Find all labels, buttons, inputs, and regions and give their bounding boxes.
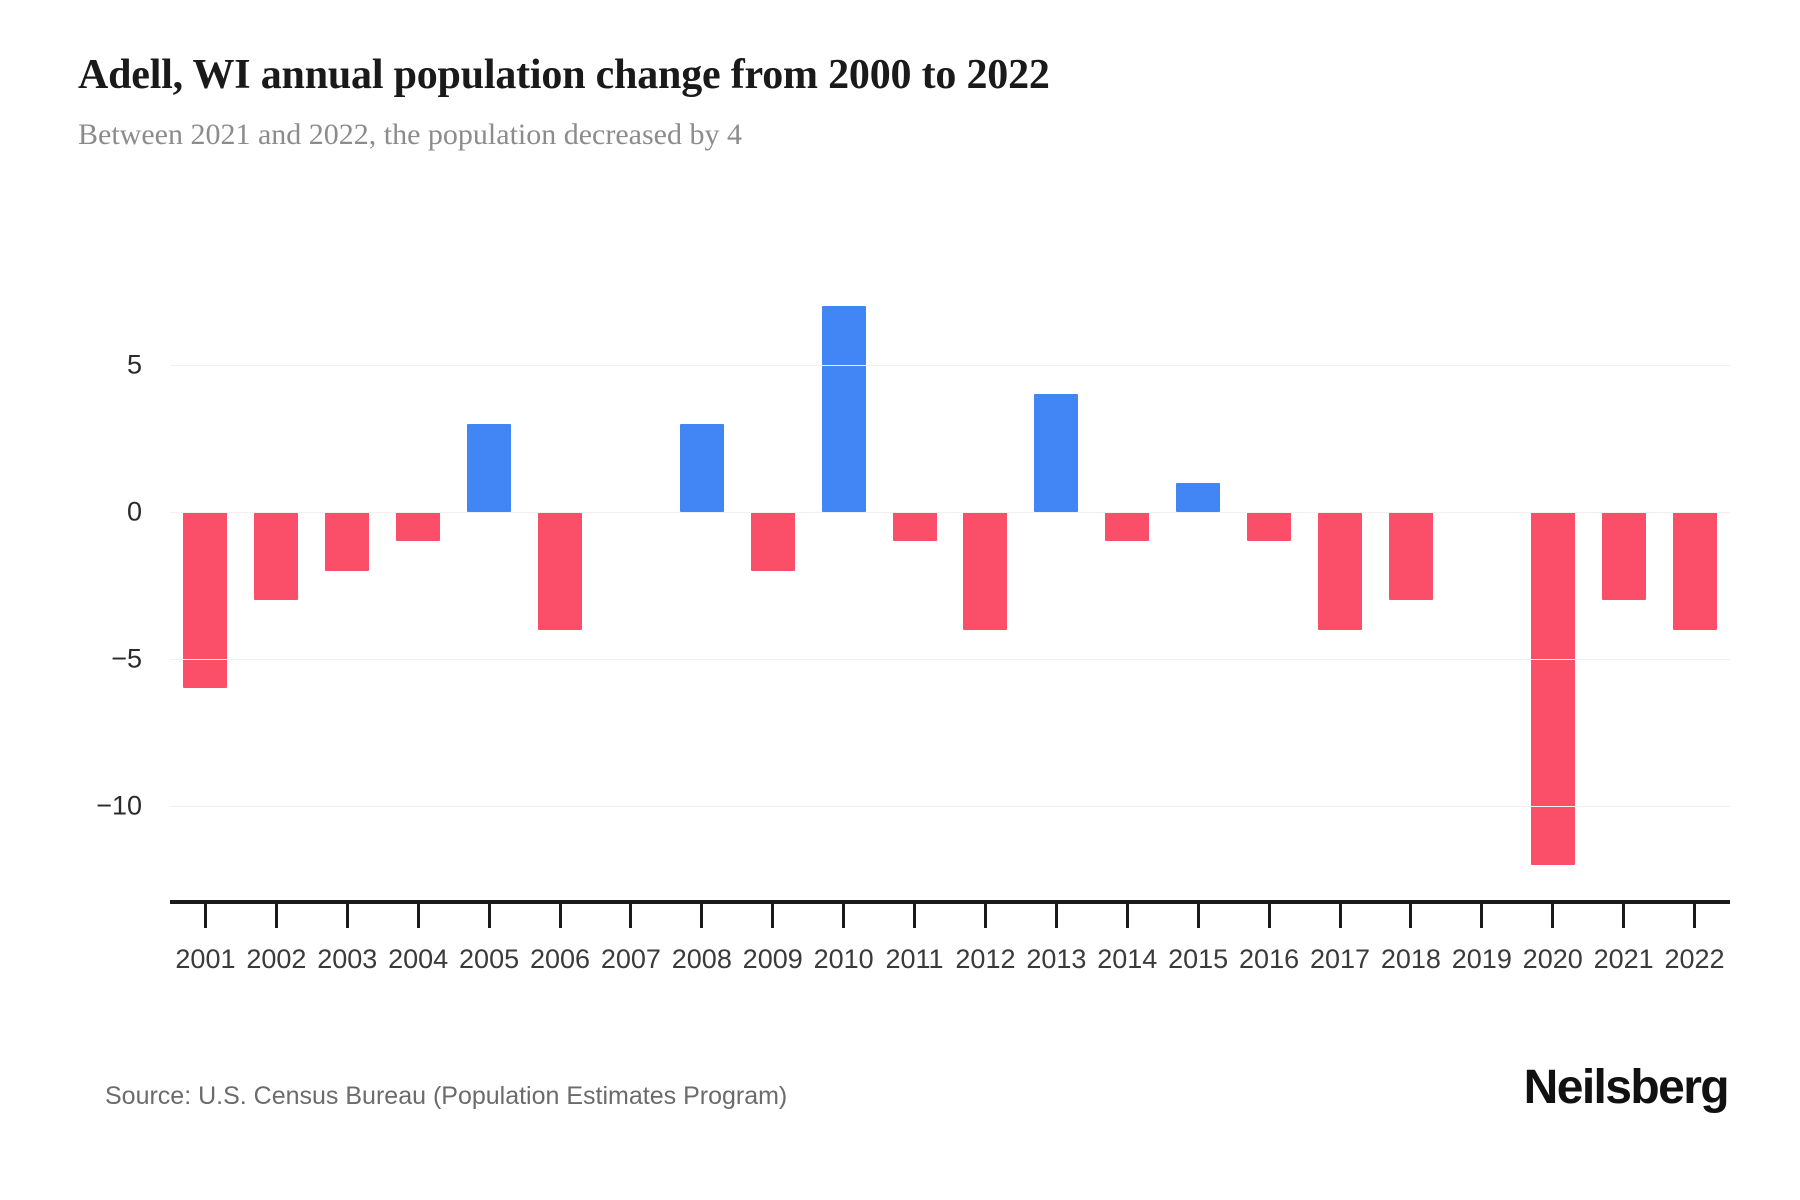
x-axis-tick	[1267, 904, 1271, 928]
x-axis-tick	[487, 904, 491, 928]
x-axis-tick-label: 2011	[885, 944, 944, 974]
plot-canvas: 5 0 −5 −10	[96, 250, 1730, 900]
x-axis-tick	[1054, 904, 1058, 928]
page-title: Adell, WI annual population change from …	[78, 52, 1050, 98]
bar[interactable]	[963, 512, 1008, 630]
x-axis-tick	[1196, 904, 1200, 928]
chart-header: Adell, WI annual population change from …	[78, 52, 1728, 153]
x-axis-tick	[1338, 904, 1342, 928]
x-axis-tick-label: 2015	[1168, 944, 1229, 974]
x-axis-tick	[1409, 904, 1413, 928]
y-axis-tick-label: 0	[126, 496, 142, 527]
x-axis-tick-label: 2007	[600, 944, 661, 974]
bar[interactable]	[1176, 482, 1221, 512]
x-axis-tick	[1693, 904, 1697, 928]
bar[interactable]	[254, 512, 299, 601]
bar[interactable]	[1388, 512, 1433, 601]
bar[interactable]	[892, 512, 937, 542]
x-axis-tick-label: 2005	[459, 944, 520, 974]
x-axis-tick-label: 2021	[1593, 944, 1654, 974]
x-axis-tick-label: 2016	[1239, 944, 1300, 974]
gridline-y--5	[170, 659, 1730, 660]
x-axis-tick	[629, 904, 633, 928]
bar[interactable]	[183, 512, 228, 689]
x-axis-tick	[274, 904, 278, 928]
gridline-y-0	[170, 512, 1730, 513]
x-axis-tick	[983, 904, 987, 928]
bar[interactable]	[1530, 512, 1575, 865]
x-axis-tick	[1480, 904, 1484, 928]
gridline-y-5	[170, 365, 1730, 366]
x-axis-tick	[1125, 904, 1129, 928]
bar[interactable]	[1318, 512, 1362, 630]
bar[interactable]	[396, 512, 441, 542]
bar[interactable]	[750, 512, 795, 571]
bar[interactable]	[679, 423, 724, 512]
bar-group	[170, 250, 1730, 900]
bar[interactable]	[1247, 512, 1292, 542]
x-axis-tick-label: 2009	[742, 944, 803, 974]
source-note: Source: U.S. Census Bureau (Population E…	[105, 1082, 788, 1110]
neilsberg-logo: Neilsberg	[1523, 1061, 1730, 1114]
x-axis-tick-label: 2018	[1380, 944, 1441, 974]
bar[interactable]	[1034, 394, 1079, 512]
bar[interactable]	[1601, 512, 1646, 601]
x-axis-tick-label: 2002	[246, 944, 307, 974]
x-axis-tick	[913, 904, 917, 928]
x-axis-tick-label: 2001	[175, 944, 236, 974]
chart-subtitle: Between 2021 and 2022, the population de…	[78, 118, 742, 152]
x-axis-tick	[416, 904, 420, 928]
x-axis-tick-label: 2017	[1309, 944, 1371, 974]
bar[interactable]	[538, 512, 582, 630]
x-axis-tick-label: 2003	[317, 944, 378, 974]
x-axis-tick	[700, 904, 704, 928]
x-axis-tick	[1551, 904, 1555, 928]
x-axis-tick-label: 2012	[955, 944, 1016, 974]
x-axis-tick-label: 2006	[529, 944, 591, 974]
bar[interactable]	[1672, 512, 1717, 630]
x-axis-tick	[1622, 904, 1626, 928]
x-axis-tick-label: 2019	[1451, 944, 1512, 974]
bar[interactable]	[1105, 512, 1150, 542]
bar[interactable]	[467, 423, 512, 512]
x-axis-tick-label: 2004	[388, 944, 449, 974]
x-axis-tick-label: 2020	[1522, 944, 1583, 974]
x-axis-tick-label: 2013	[1026, 944, 1087, 974]
x-axis-tick-label: 2014	[1097, 944, 1158, 974]
x-axis-tick	[558, 904, 562, 928]
x-axis-line	[170, 900, 1730, 904]
y-axis-tick-label: −10	[96, 790, 142, 821]
y-axis-tick-label: 5	[126, 349, 142, 380]
x-axis-tick-label: 2008	[671, 944, 732, 974]
y-axis-tick-label: −5	[111, 643, 142, 674]
x-axis-tick-label: 2010	[813, 944, 874, 974]
x-axis-tick	[771, 904, 775, 928]
bar[interactable]	[821, 306, 866, 512]
x-axis-tick	[842, 904, 846, 928]
x-axis-tick-label: 2022	[1664, 944, 1725, 974]
bar[interactable]	[325, 512, 370, 571]
gridline-y--10	[170, 806, 1730, 807]
x-axis-tick	[203, 904, 207, 928]
x-axis-tick	[345, 904, 349, 928]
